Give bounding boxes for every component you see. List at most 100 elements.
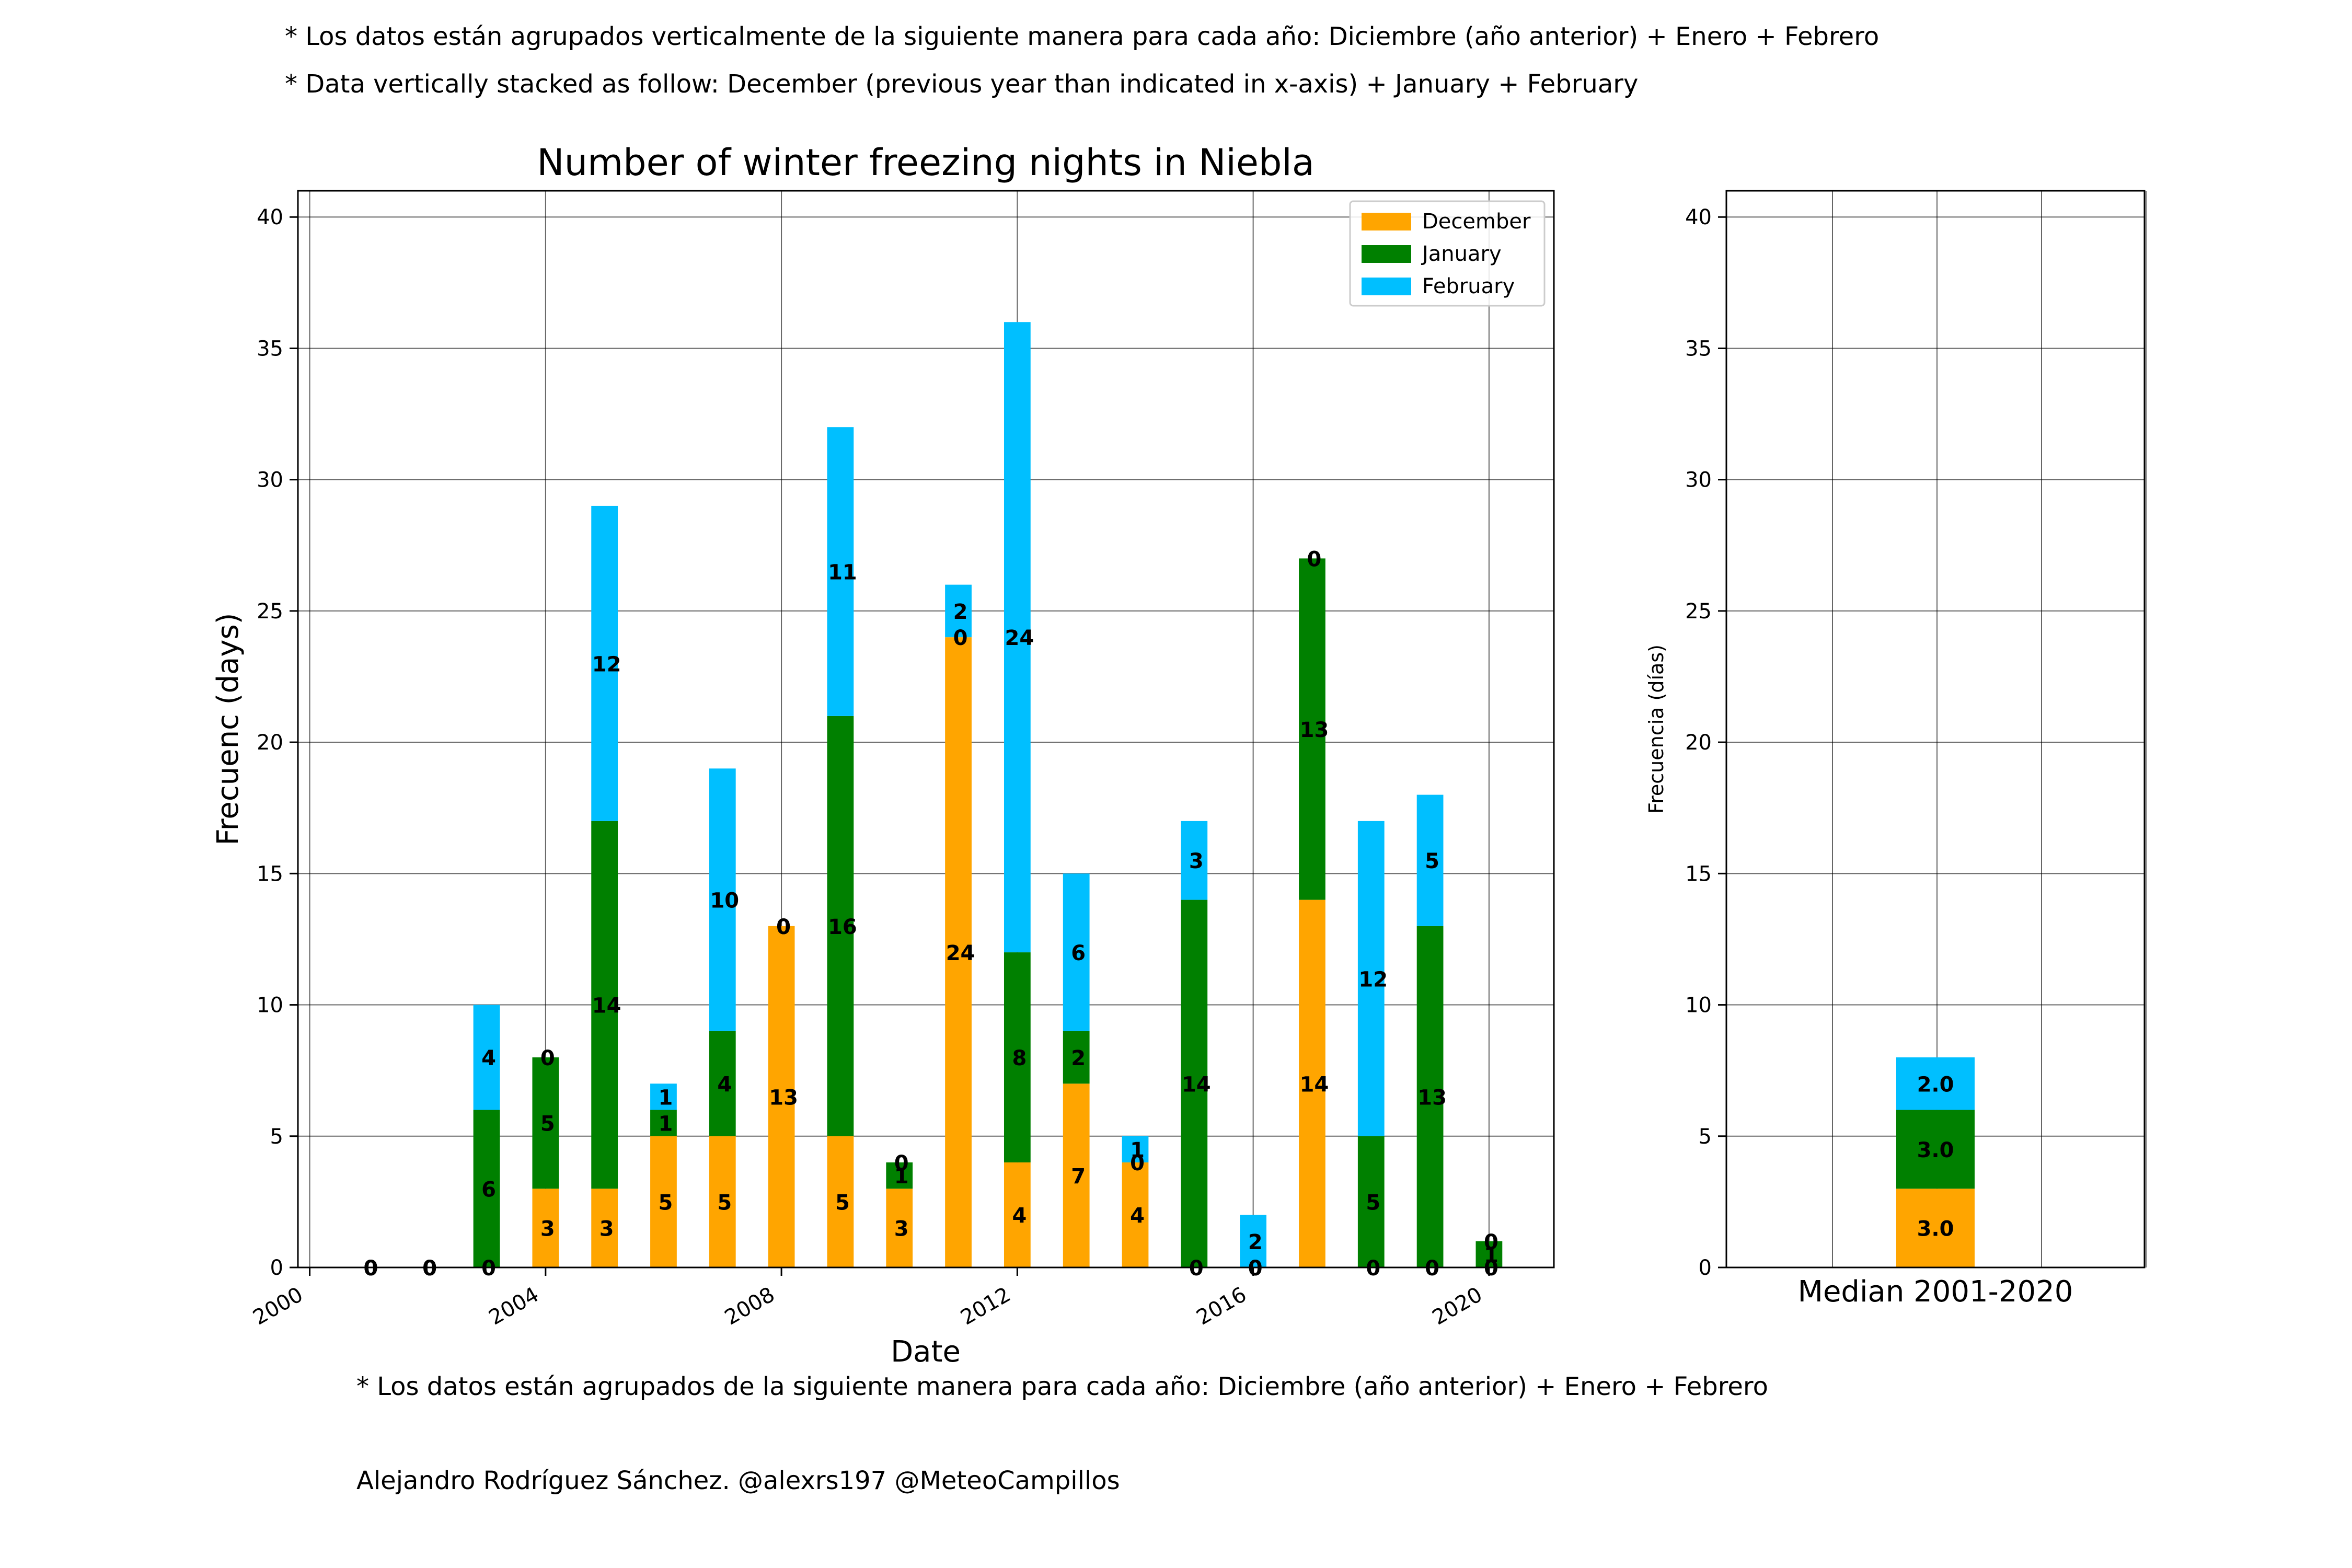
main-chart-title: Number of winter freezing nights in Nieb… (537, 141, 1315, 184)
data-label-january: 0 (776, 915, 791, 939)
main-y-tick-label: 0 (270, 1256, 283, 1280)
median-y-tick-label: 25 (1685, 599, 1712, 624)
bar-december (532, 1189, 559, 1267)
data-label-december: 0 (1425, 1256, 1439, 1281)
data-label-december: 0 (1189, 1256, 1204, 1281)
main-x-axis-label: Date (891, 1335, 961, 1369)
data-label-february: 0 (894, 1151, 909, 1175)
bar-february (650, 1083, 677, 1110)
median-y-tick-label: 40 (1685, 205, 1712, 229)
bar-december (650, 1136, 677, 1267)
bar-december (591, 1189, 618, 1267)
median-data-label-december: 3.0 (1917, 1217, 1954, 1241)
data-label-january: 14 (1182, 1073, 1211, 1097)
data-label-january: 13 (1417, 1086, 1447, 1110)
data-label-december: 4 (1012, 1204, 1027, 1228)
data-label-december: 24 (946, 941, 975, 965)
data-label-january: 0 (953, 626, 968, 650)
bar-january (886, 1162, 913, 1189)
data-label-december: 5 (659, 1191, 673, 1215)
median-y-tick-label: 30 (1685, 468, 1712, 492)
median-y-tick-label: 35 (1685, 337, 1712, 361)
legend-label-january: January (1421, 242, 1502, 266)
bar-december (1004, 1162, 1031, 1267)
bar-january (473, 1110, 500, 1267)
bar-december (827, 1136, 854, 1267)
bar-february (1416, 794, 1444, 926)
median-y-tick-label: 10 (1685, 994, 1712, 1018)
main-chart-bars (473, 322, 1503, 1267)
data-label-december: 0 (1484, 1256, 1498, 1281)
data-label-january: 1 (659, 1112, 673, 1136)
median-y-axis-label: Frecuencia (días) (1645, 644, 1668, 814)
data-label-february: 6 (1071, 941, 1086, 965)
median-bar-january (1896, 1110, 1975, 1189)
bar-january (1063, 1031, 1090, 1084)
median-chart-data-labels: 3.0 3.0 2.0 (1917, 1073, 1954, 1241)
bar-january (532, 1057, 559, 1189)
data-label-february: 4 (481, 1046, 496, 1070)
data-label-december: 3 (894, 1217, 909, 1241)
note-top-english: * Data vertically stacked as follow: Dec… (285, 70, 1639, 99)
median-data-label-january: 3.0 (1917, 1138, 1954, 1162)
data-label-december: 0 (1248, 1256, 1263, 1281)
data-label-january: 1 (894, 1165, 909, 1189)
legend-label-february: February (1422, 274, 1515, 298)
data-label-december: 7 (1071, 1165, 1086, 1189)
median-y-tick-label: 5 (1699, 1125, 1712, 1149)
bar-january (1181, 900, 1208, 1267)
legend-label-december: December (1422, 210, 1531, 234)
data-label-february: 1 (659, 1086, 673, 1110)
median-x-axis-label: Median 2001-2020 (1798, 1275, 2073, 1309)
median-chart-bars (1896, 1057, 1975, 1267)
data-label-december: 13 (769, 1086, 798, 1110)
median-chart-axes: 0 5 10 15 20 25 30 35 40 (1685, 205, 1726, 1280)
median-y-tick-label: 0 (1699, 1256, 1712, 1280)
bar-january (827, 716, 854, 1136)
data-label-january: 6 (481, 1178, 496, 1202)
bar-february (945, 584, 972, 638)
main-chart-frame (297, 190, 1555, 1269)
median-data-label-february: 2.0 (1917, 1073, 1954, 1097)
data-label-january: 16 (828, 915, 857, 939)
bar-february (709, 768, 736, 1031)
bar-december (1299, 900, 1325, 1267)
main-y-tick-label: 15 (257, 862, 283, 886)
data-label-january: 8 (1012, 1046, 1027, 1070)
note-top-spanish: * Los datos están agrupados verticalment… (285, 22, 1880, 51)
legend-swatch-january (1362, 245, 1411, 263)
data-label-february: 0 (1484, 1230, 1498, 1254)
legend-swatch-february (1362, 278, 1411, 295)
legend-swatch-december (1362, 213, 1411, 230)
median-y-tick-label: 20 (1685, 731, 1712, 755)
main-x-tick-label: 2020 (1428, 1283, 1486, 1330)
data-label-january: 5 (540, 1112, 555, 1136)
data-label-january: 0 (363, 1256, 378, 1281)
main-x-tick-label: 2004 (485, 1283, 543, 1330)
main-chart-data-labels: 000 000 0643503141251154101300516113102402… (363, 547, 1498, 1281)
bar-february (827, 427, 854, 716)
main-y-tick-label: 25 (257, 599, 283, 624)
bar-december (1122, 1162, 1149, 1267)
main-y-tick-label: 35 (257, 337, 283, 361)
bar-february (591, 505, 618, 821)
median-chart-frame (1725, 190, 2146, 1269)
data-label-january: 0 (422, 1256, 437, 1281)
note-bottom-spanish: * Los datos están agrupados de la siguie… (356, 1372, 1768, 1401)
data-label-january: 5 (1366, 1191, 1380, 1215)
data-label-february: 11 (828, 561, 857, 585)
data-label-february: 3 (1189, 849, 1204, 873)
bar-january (709, 1031, 736, 1136)
median-y-tick-label: 15 (1685, 862, 1712, 886)
data-label-january: 4 (717, 1073, 732, 1097)
bar-december (709, 1136, 736, 1267)
data-label-january: 0 (1248, 1256, 1263, 1281)
bar-february (1240, 1215, 1267, 1267)
bar-january (1475, 1241, 1503, 1267)
main-y-axis-label: Frecuenc (days) (211, 613, 245, 845)
bar-february (1357, 821, 1385, 1136)
data-label-december: 0 (1366, 1256, 1380, 1281)
bar-january (1416, 926, 1444, 1267)
legend: December January February (1349, 200, 1546, 307)
data-label-february: 2 (953, 600, 968, 624)
